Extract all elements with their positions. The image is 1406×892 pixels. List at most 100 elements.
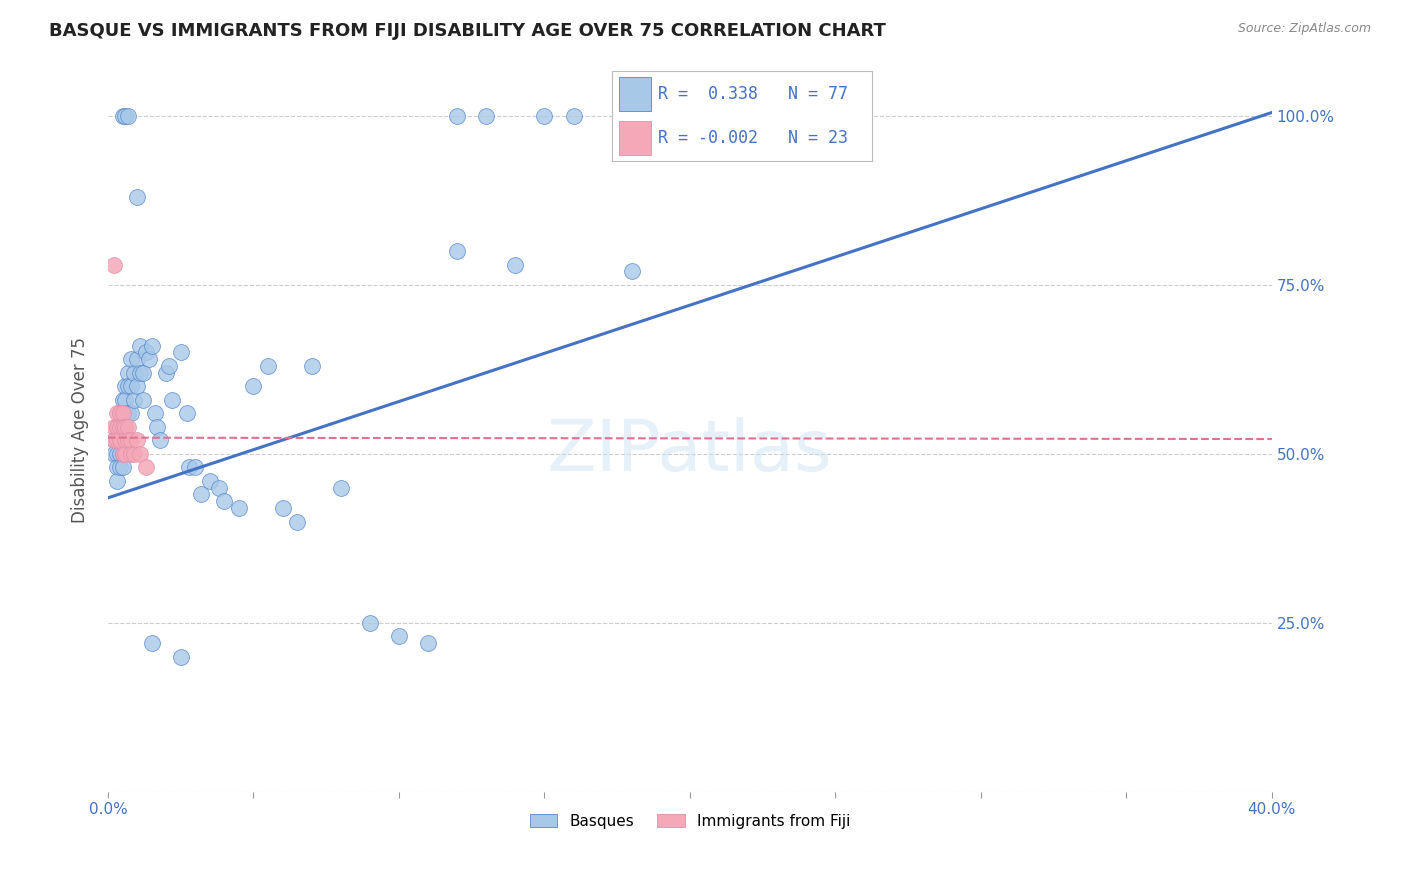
Point (416, 636, 439, 650)
Point (105, 420, 128, 434)
Point (111, 447, 134, 461)
Point (190, 487, 212, 501)
Point (157, 359, 180, 373)
Point (111, 406, 134, 420)
Point (127, 352, 149, 367)
Point (388, 630, 411, 644)
Point (103, 434, 125, 448)
Point (105, 434, 128, 448)
Point (122, 447, 145, 461)
Point (108, 434, 131, 448)
Point (359, 615, 381, 630)
Point (620, 264, 643, 278)
Point (117, 109, 139, 123)
Point (120, 447, 142, 461)
Point (122, 366, 145, 380)
Legend: Basques, Immigrants from Fiji: Basques, Immigrants from Fiji (523, 807, 856, 835)
Point (114, 434, 136, 448)
Point (127, 190, 149, 204)
Point (111, 406, 134, 420)
Point (117, 379, 139, 393)
Point (114, 447, 136, 461)
Point (446, 109, 468, 123)
Point (108, 406, 131, 420)
Point (114, 392, 136, 407)
Point (103, 447, 125, 461)
Point (533, 109, 555, 123)
Point (103, 258, 125, 272)
Point (105, 434, 128, 448)
Point (228, 500, 250, 515)
Point (135, 460, 157, 475)
Point (271, 500, 294, 515)
Point (105, 447, 128, 461)
Point (114, 379, 136, 393)
Point (114, 420, 136, 434)
Text: BASQUE VS IMMIGRANTS FROM FIJI DISABILITY AGE OVER 75 CORRELATION CHART: BASQUE VS IMMIGRANTS FROM FIJI DISABILIT… (49, 22, 886, 40)
Point (105, 420, 128, 434)
Point (129, 366, 152, 380)
Point (117, 420, 139, 434)
Point (108, 406, 131, 420)
Point (475, 109, 498, 123)
Point (117, 434, 139, 448)
Point (160, 392, 183, 407)
Point (170, 345, 193, 359)
Point (111, 109, 134, 123)
Point (114, 109, 136, 123)
Point (105, 474, 128, 488)
Point (114, 420, 136, 434)
Text: Source: ZipAtlas.com: Source: ZipAtlas.com (1237, 22, 1371, 36)
Point (146, 420, 169, 434)
FancyBboxPatch shape (620, 121, 651, 155)
Point (105, 460, 128, 475)
Text: ZIPatlas: ZIPatlas (547, 417, 832, 486)
Point (149, 434, 172, 448)
Point (198, 474, 221, 488)
Point (108, 447, 131, 461)
Point (127, 379, 149, 393)
Point (170, 649, 193, 664)
Point (127, 434, 149, 448)
Point (111, 460, 134, 475)
Point (184, 460, 207, 475)
Point (114, 406, 136, 420)
Text: R =  0.338   N = 77: R = 0.338 N = 77 (658, 85, 848, 103)
Point (108, 460, 131, 475)
Point (120, 379, 142, 393)
FancyBboxPatch shape (620, 77, 651, 111)
Point (108, 420, 131, 434)
Point (103, 434, 125, 448)
Point (111, 392, 134, 407)
Point (122, 392, 145, 407)
Point (129, 447, 152, 461)
Point (214, 494, 236, 508)
Point (108, 420, 131, 434)
Point (105, 406, 128, 420)
Point (114, 434, 136, 448)
Point (120, 352, 142, 367)
Y-axis label: Disability Age Over 75: Disability Age Over 75 (72, 337, 89, 524)
Point (132, 366, 155, 380)
Point (141, 636, 163, 650)
Point (111, 420, 134, 434)
Text: R = -0.002   N = 23: R = -0.002 N = 23 (658, 129, 848, 147)
Point (120, 434, 142, 448)
Point (108, 434, 131, 448)
Point (155, 366, 177, 380)
Point (120, 406, 142, 420)
Point (179, 460, 201, 475)
Point (141, 339, 163, 353)
Point (143, 406, 166, 420)
Point (132, 392, 155, 407)
Point (257, 359, 280, 373)
Point (176, 406, 198, 420)
Point (111, 420, 134, 434)
Point (301, 359, 323, 373)
Point (138, 352, 160, 367)
Point (285, 515, 308, 529)
Point (446, 244, 468, 258)
Point (505, 258, 527, 272)
Point (135, 345, 157, 359)
Point (242, 379, 264, 393)
